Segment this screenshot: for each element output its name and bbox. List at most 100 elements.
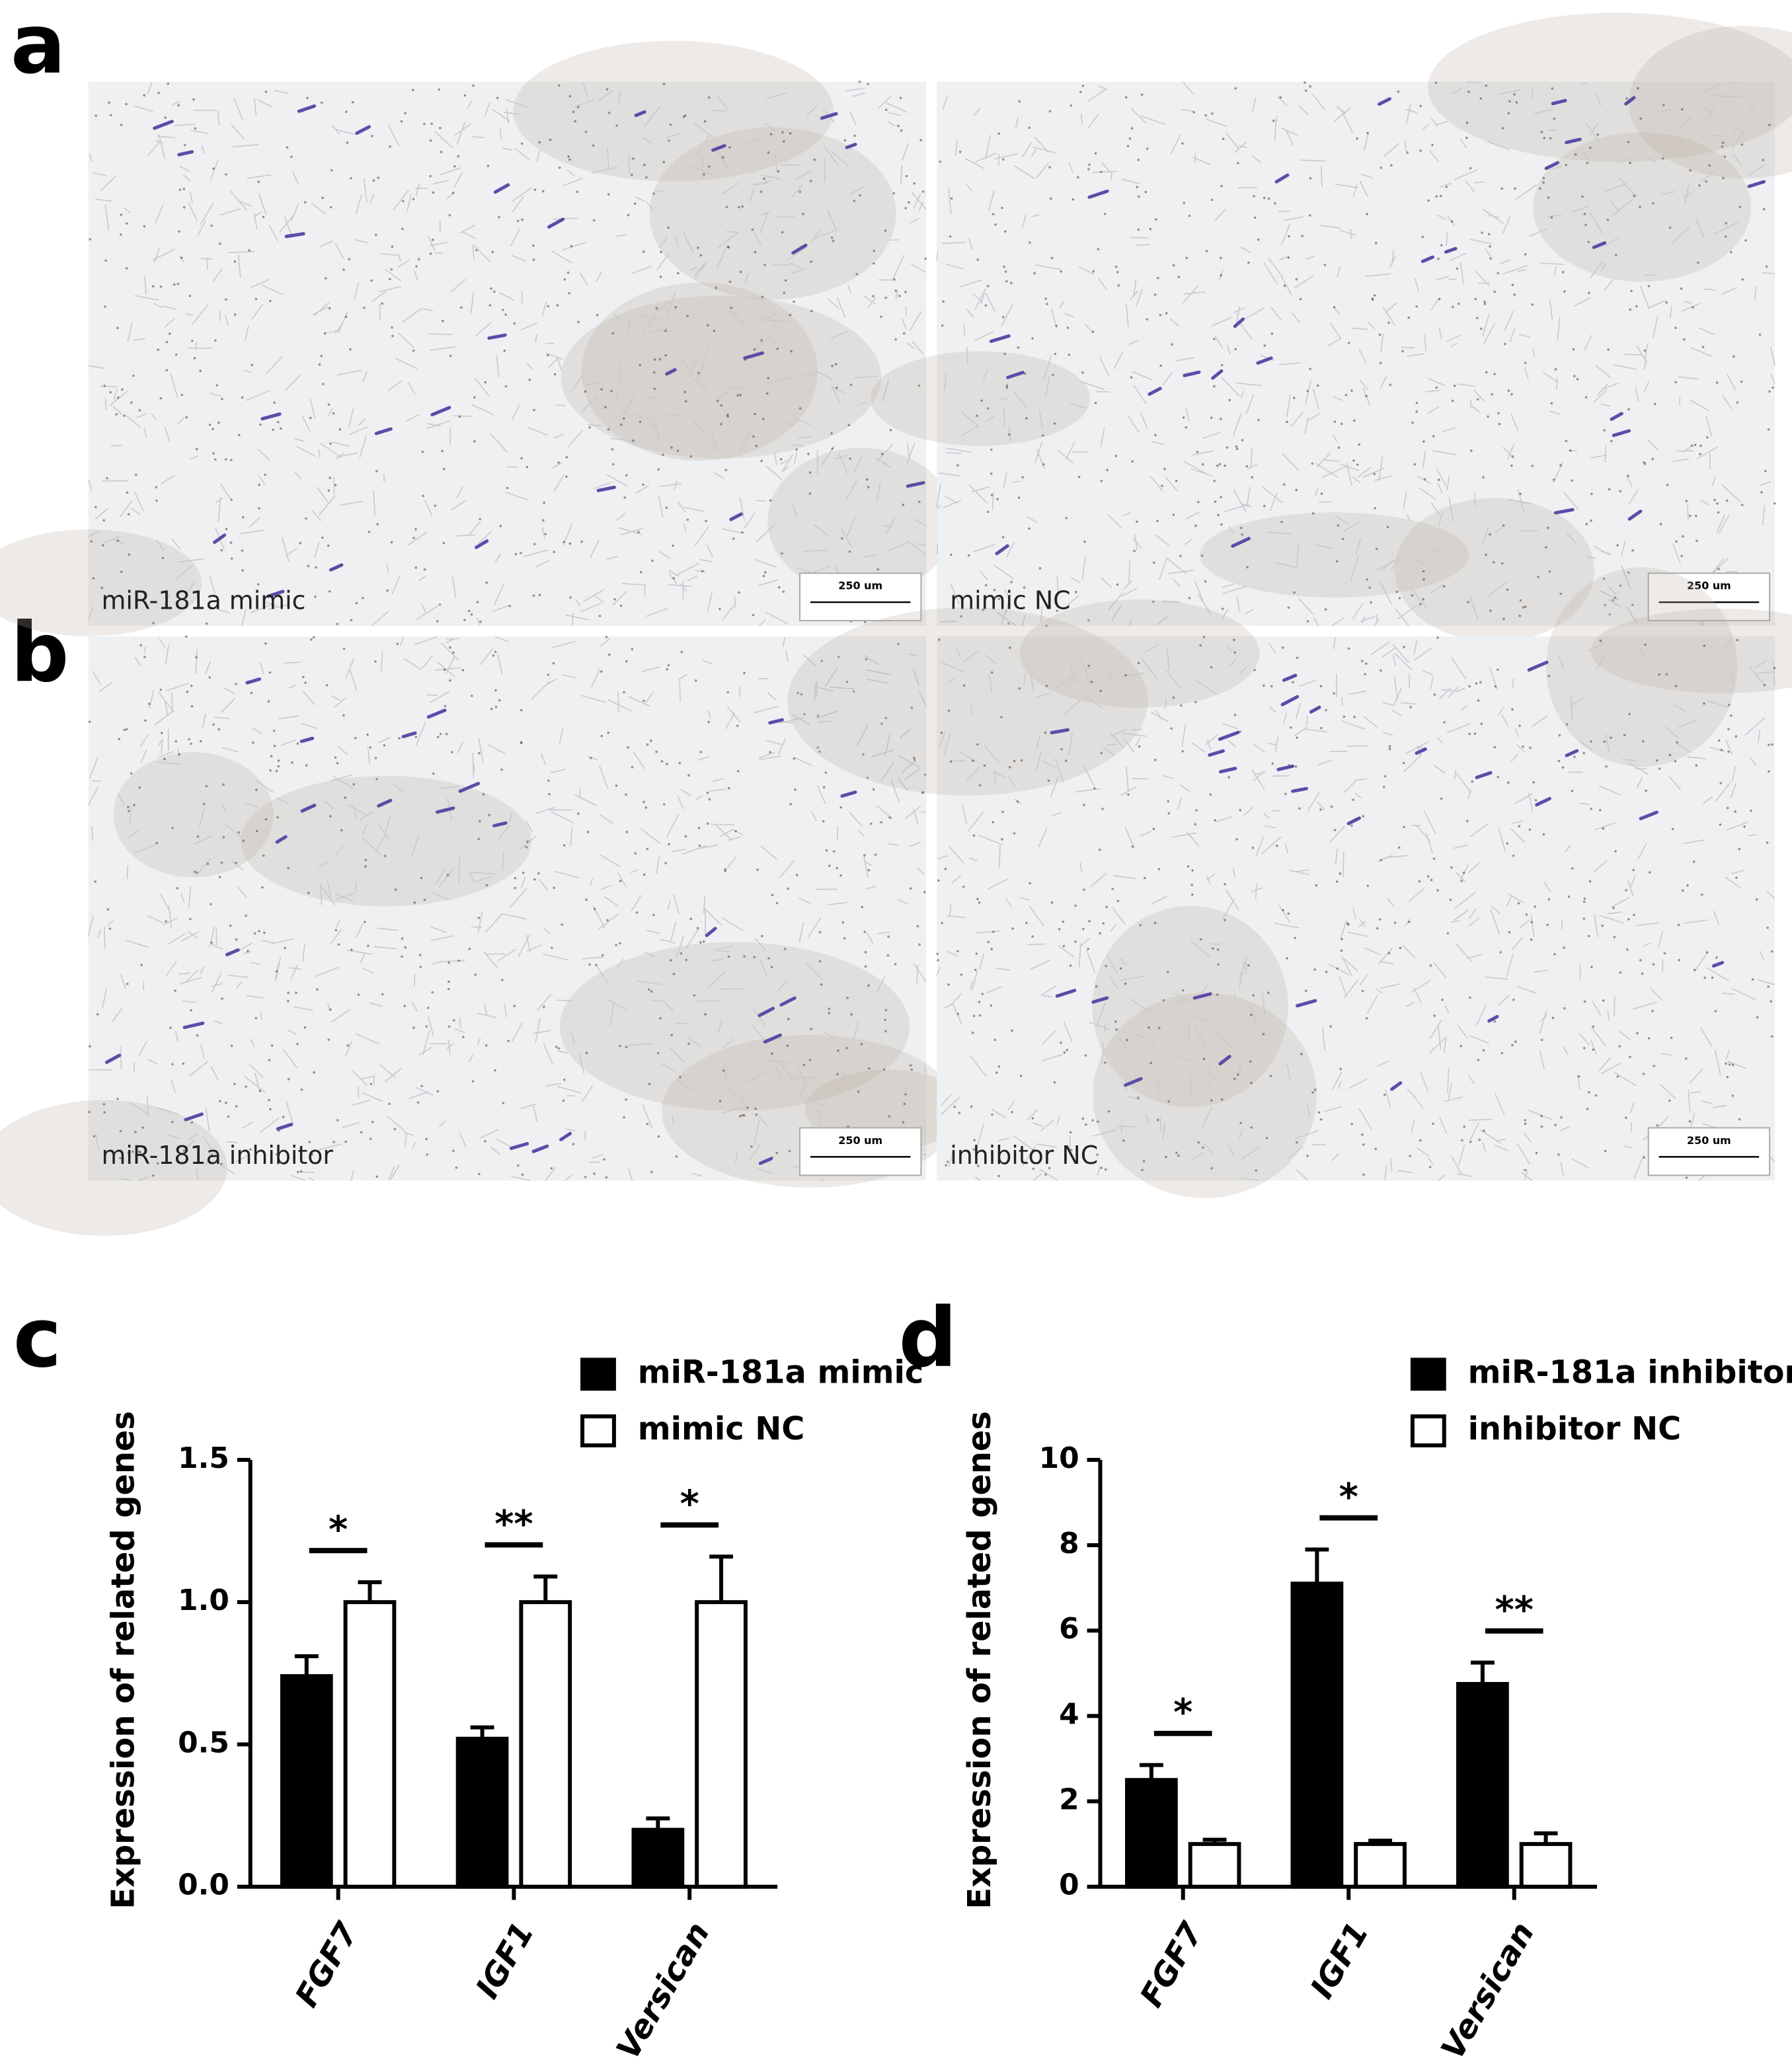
cell-dot (1529, 746, 1532, 749)
fiber (1021, 214, 1027, 228)
stain-region (1533, 132, 1752, 282)
cell-dot (1167, 800, 1169, 803)
fiber (1166, 646, 1170, 671)
stain-region (1093, 993, 1317, 1198)
fiber (472, 135, 484, 139)
cell-dot (917, 384, 921, 387)
cell-dot (467, 609, 471, 613)
fiber (1627, 880, 1634, 897)
cell-dot (1558, 734, 1561, 737)
fiber (1621, 541, 1626, 556)
fiber (367, 746, 371, 765)
cell-dot (309, 416, 312, 420)
cell-dot (1502, 617, 1505, 621)
fiber (854, 375, 879, 379)
fiber (1430, 584, 1445, 593)
fiber (1107, 514, 1122, 529)
fiber (1481, 527, 1489, 546)
cell-dot (302, 675, 305, 679)
fiber (895, 289, 898, 300)
cell-dot (1693, 968, 1696, 972)
cell-dot (588, 963, 591, 966)
cell-dot (1382, 786, 1385, 788)
cell-dot (1517, 901, 1520, 905)
cell-dot (1063, 1051, 1066, 1054)
fiber (1594, 913, 1598, 938)
fiber (353, 804, 357, 819)
fiber (1750, 757, 1757, 767)
cell-dot (818, 931, 822, 934)
cell-dot (1025, 417, 1028, 420)
fiber (750, 187, 755, 202)
fiber (904, 768, 921, 781)
cell-dot (1653, 402, 1656, 406)
fiber (435, 868, 446, 885)
purple-cell (705, 927, 717, 937)
cell-dot (701, 570, 704, 572)
cell-dot (270, 1044, 274, 1047)
fiber (1766, 891, 1775, 899)
cell-dot (1167, 1100, 1170, 1103)
fiber (103, 926, 106, 949)
purple-cell (1148, 387, 1162, 396)
cell-dot (376, 523, 379, 525)
cell-dot (863, 854, 866, 857)
fiber (279, 215, 294, 233)
cell-dot (1165, 312, 1168, 315)
fiber (694, 526, 709, 547)
fiber (1284, 216, 1304, 221)
fiber (1729, 673, 1735, 687)
cell-dot (1154, 434, 1157, 437)
fiber (1672, 458, 1690, 462)
cell-dot (233, 313, 237, 316)
cell-dot (329, 442, 332, 445)
fiber (1498, 827, 1506, 852)
cell-dot (368, 530, 371, 533)
fiber (695, 570, 706, 572)
fiber (1081, 658, 1091, 683)
cell-dot (1313, 1088, 1317, 1091)
cell-dot (1319, 808, 1322, 811)
fiber (1426, 833, 1434, 854)
fiber (1424, 334, 1426, 352)
fiber (979, 953, 985, 970)
fiber (1192, 450, 1214, 456)
fiber (459, 1017, 462, 1029)
fiber (1177, 797, 1183, 810)
cell-dot (830, 236, 834, 239)
fiber (533, 1106, 538, 1122)
fiber (208, 605, 231, 614)
fiber (668, 584, 693, 588)
fiber (190, 130, 208, 134)
cell-dot (750, 1145, 753, 1148)
cell-dot (521, 218, 524, 221)
fiber (588, 756, 598, 761)
cell-dot (1695, 764, 1698, 767)
fiber (1600, 403, 1610, 407)
fiber (1382, 306, 1396, 326)
fiber (1521, 1172, 1533, 1181)
cell-dot (1233, 638, 1235, 641)
cell-dot (1209, 793, 1212, 796)
fiber (1643, 381, 1650, 393)
cell-dot (261, 886, 264, 889)
cell-dot (1296, 736, 1299, 739)
fiber (1092, 171, 1118, 173)
fiber (667, 900, 671, 910)
cell-dot (1439, 194, 1442, 198)
fiber (258, 192, 267, 215)
cell-dot (1565, 723, 1569, 726)
purple-cell (1231, 537, 1251, 548)
fiber (1043, 995, 1052, 998)
fiber (1359, 180, 1368, 197)
y-tick-label: 0 (1059, 1868, 1079, 1902)
cell-dot (789, 802, 793, 806)
cell-dot (1311, 512, 1315, 515)
cell-dot (452, 651, 455, 654)
fiber (656, 856, 660, 874)
cell-dot (290, 155, 293, 158)
cell-dot (1192, 111, 1195, 114)
fiber (143, 646, 147, 654)
cell-dot (1608, 488, 1611, 490)
fiber (1120, 786, 1136, 796)
